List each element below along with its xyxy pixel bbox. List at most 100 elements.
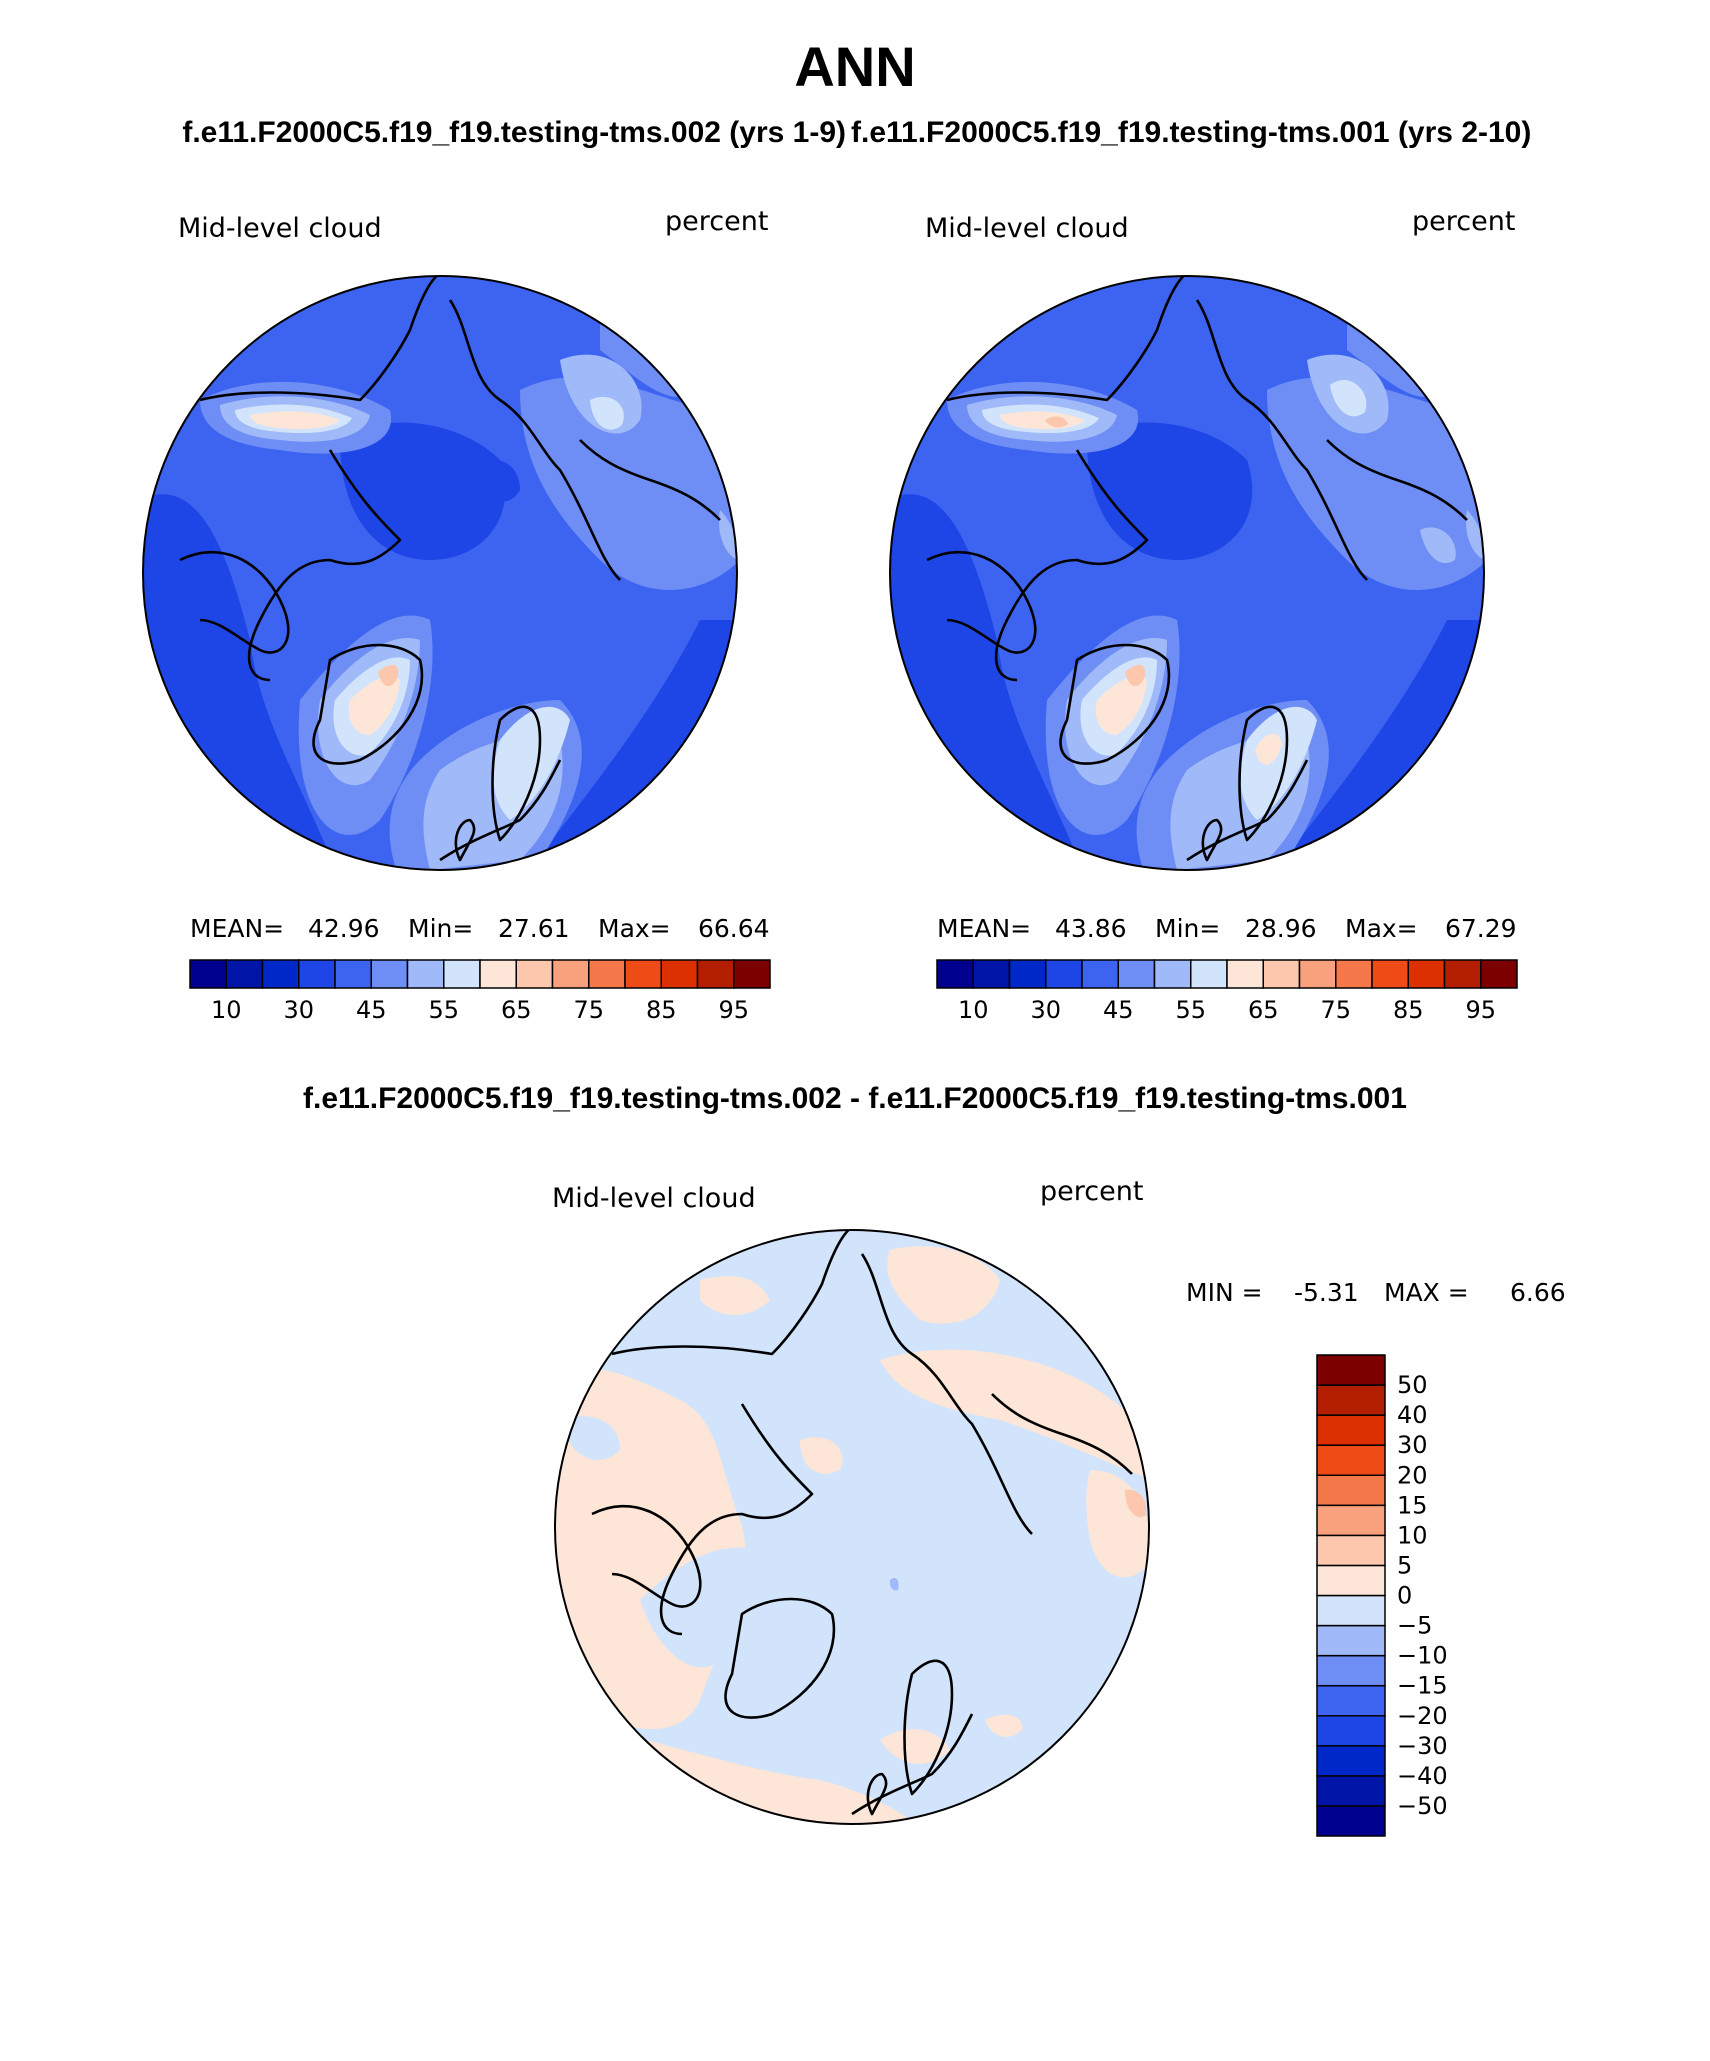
right-colorbar-swatch-8 — [1226, 959, 1264, 989]
right-min-value: 28.96 — [1245, 914, 1317, 943]
diff-colorbar-tick-label: 30 — [1397, 1431, 1428, 1459]
right-colorbar-swatch-10 — [1298, 959, 1337, 989]
right-colorbar-swatch-0 — [936, 959, 974, 989]
diff-colorbar-tick-label: −50 — [1397, 1792, 1448, 1820]
left-colorbar-tick-label: 85 — [646, 996, 677, 1024]
right-colorbar-swatch-1 — [972, 959, 1011, 989]
right-min-label: Min= — [1155, 914, 1220, 943]
diff-max-label: MAX = — [1384, 1278, 1469, 1307]
diff-min-value: -5.31 — [1294, 1278, 1359, 1307]
right-variable-label: Mid-level cloud — [925, 213, 1129, 244]
difference-map-panel: Mid-level cloud percent — [552, 1176, 1566, 1837]
right-colorbar-tick-label: 65 — [1248, 996, 1279, 1024]
left-colorbar-swatch-12 — [624, 959, 662, 989]
right-colorbar-swatch-3 — [1045, 959, 1083, 989]
right-max-value: 67.29 — [1445, 914, 1517, 943]
right-colorbar-tick-label: 95 — [1465, 996, 1496, 1024]
right-colorbar-swatch-5 — [1117, 959, 1156, 989]
diff-colorbar — [1316, 1354, 1386, 1837]
left-colorbar-swatch-14 — [696, 959, 735, 989]
right-mean-value: 43.86 — [1055, 914, 1127, 943]
right-colorbar-swatch-7 — [1190, 959, 1228, 989]
diff-variable-label: Mid-level cloud — [552, 1183, 756, 1214]
diff-colorbar-swatch-5 — [1316, 1654, 1386, 1687]
diff-colorbar-swatch-7 — [1316, 1594, 1386, 1627]
diff-colorbar-swatch-6 — [1316, 1624, 1386, 1657]
left-colorbar-swatch-15 — [733, 959, 771, 989]
left-colorbar-tick-label: 30 — [283, 996, 314, 1024]
left-colorbar-tick-label: 65 — [501, 996, 532, 1024]
right-colorbar-tick-label: 45 — [1103, 996, 1134, 1024]
left-colorbar-swatch-2 — [261, 959, 300, 989]
right-colorbar-swatch-12 — [1371, 959, 1409, 989]
right-colorbar-swatch-9 — [1262, 959, 1301, 989]
diff-colorbar-tick-label: −10 — [1397, 1642, 1448, 1670]
right-colorbar-swatch-2 — [1008, 959, 1047, 989]
left-colorbar-swatch-10 — [551, 959, 590, 989]
left-mean-value: 42.96 — [308, 914, 380, 943]
diff-colorbar-tick-label: 50 — [1397, 1371, 1428, 1399]
left-colorbar-swatch-3 — [298, 959, 336, 989]
figure-title: ANN — [794, 35, 915, 98]
diff-colorbar-swatch-8 — [1316, 1564, 1386, 1597]
diff-coastlines — [591, 1230, 1133, 1816]
left-variable-label: Mid-level cloud — [178, 213, 382, 244]
diff-colorbar-swatch-0 — [1316, 1805, 1386, 1837]
left-colorbar-swatch-11 — [588, 959, 626, 989]
right-colorbar-swatch-15 — [1480, 959, 1518, 989]
diff-colorbar-tick-label: 15 — [1397, 1491, 1428, 1519]
left-min-label: Min= — [408, 914, 473, 943]
left-colorbar-tick-label: 10 — [211, 996, 242, 1024]
right-colorbar-labels: 10 30 45 55 65 75 85 95 — [958, 996, 1496, 1024]
left-colorbar-tick-label: 55 — [428, 996, 459, 1024]
diff-colorbar-tick-label: 0 — [1397, 1582, 1412, 1610]
right-panel-title: f.e11.F2000C5.f19_f19.testing-tms.001 (y… — [851, 116, 1531, 149]
left-colorbar-swatch-9 — [515, 959, 554, 989]
left-colorbar-swatch-6 — [406, 959, 445, 989]
diff-colorbar-swatch-1 — [1316, 1775, 1386, 1807]
left-colorbar-labels: 10 30 45 55 65 75 85 95 — [211, 996, 749, 1024]
diff-colorbar-swatch-2 — [1316, 1745, 1386, 1777]
diff-colorbar-swatch-14 — [1316, 1384, 1386, 1416]
right-map-boundary — [889, 275, 1485, 871]
diff-min-label: MIN = — [1186, 1278, 1263, 1307]
right-colorbar-swatch-6 — [1153, 959, 1192, 989]
left-colorbar-swatch-4 — [334, 959, 372, 989]
diff-max-value: 6.66 — [1510, 1278, 1566, 1307]
left-mean-label: MEAN= — [190, 914, 284, 943]
difference-panel-title: f.e11.F2000C5.f19_f19.testing-tms.002 - … — [303, 1082, 1407, 1115]
diff-colorbar-swatch-10 — [1316, 1504, 1386, 1537]
right-colorbar-tick-label: 30 — [1030, 996, 1061, 1024]
diff-colorbar-swatch-13 — [1316, 1414, 1386, 1446]
right-colorbar-tick-label: 10 — [958, 996, 989, 1024]
diff-colorbar-tick-label: −20 — [1397, 1702, 1448, 1730]
left-colorbar-swatch-1 — [225, 959, 264, 989]
diff-colorbar-tick-label: −15 — [1397, 1672, 1448, 1700]
right-coastlines — [926, 276, 1468, 862]
diff-colorbar-swatch-11 — [1316, 1474, 1386, 1507]
diff-colorbar-swatch-12 — [1316, 1444, 1386, 1476]
right-colorbar-swatch-4 — [1081, 959, 1119, 989]
left-colorbar-swatch-0 — [189, 959, 227, 989]
right-max-label: Max= — [1345, 914, 1418, 943]
left-colorbar-swatch-7 — [443, 959, 481, 989]
diff-colorbar-swatch-15 — [1316, 1354, 1386, 1386]
left-colorbar-tick-label: 95 — [718, 996, 749, 1024]
diff-units-label: percent — [1040, 1176, 1143, 1207]
left-min-value: 27.61 — [498, 914, 570, 943]
diff-colorbar-tick-label: 20 — [1397, 1461, 1428, 1489]
right-map-panel: Mid-level cloud percent — [889, 206, 1518, 1024]
diff-map-boundary — [554, 1229, 1150, 1825]
left-max-value: 66.64 — [698, 914, 770, 943]
diff-colorbar-tick-label: −30 — [1397, 1732, 1448, 1760]
left-colorbar — [189, 959, 771, 989]
diff-colorbar-tick-label: −40 — [1397, 1762, 1448, 1790]
diff-colorbar-tick-label: 40 — [1397, 1401, 1428, 1429]
left-coastlines — [179, 276, 721, 862]
right-units-label: percent — [1412, 206, 1515, 237]
left-colorbar-swatch-13 — [660, 959, 699, 989]
left-max-label: Max= — [598, 914, 671, 943]
left-colorbar-tick-label: 45 — [356, 996, 387, 1024]
